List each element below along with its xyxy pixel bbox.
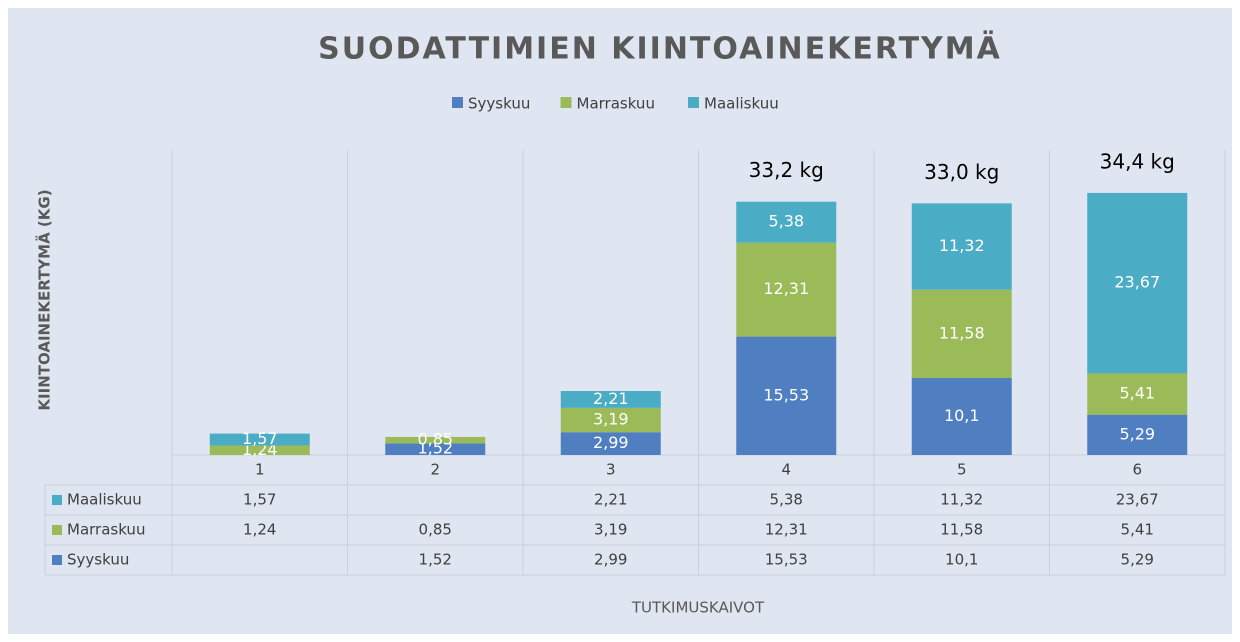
x-tick-label: 4 xyxy=(781,461,791,479)
data-label: 10,1 xyxy=(944,406,980,425)
legend-label: Maaliskuu xyxy=(704,95,779,113)
table-row-header: Marraskuu xyxy=(67,521,145,539)
table-legend-swatch xyxy=(52,525,62,535)
bar-segment xyxy=(1087,414,1188,455)
legend-swatch xyxy=(452,97,463,108)
data-label: 5,29 xyxy=(1119,424,1155,443)
table-cell: 1,57 xyxy=(243,491,276,509)
bar-segment xyxy=(560,391,661,408)
data-label: 1,52 xyxy=(417,439,453,458)
legend-swatch xyxy=(560,97,572,108)
table-cell: 11,32 xyxy=(940,491,983,509)
bar-segment xyxy=(736,336,837,455)
data-label: 5,38 xyxy=(768,212,804,231)
legend-label: Marraskuu xyxy=(577,95,655,113)
x-tick-label: 2 xyxy=(430,461,440,479)
table-cell: 5,41 xyxy=(1121,521,1154,539)
bar-segment xyxy=(911,377,1012,455)
data-label: 3,19 xyxy=(593,410,629,429)
legend-swatch xyxy=(688,97,699,108)
table-cell: 5,29 xyxy=(1121,551,1154,569)
x-tick-label: 3 xyxy=(606,461,616,479)
bar-segment xyxy=(385,436,486,444)
data-label: 2,99 xyxy=(593,433,629,452)
bar-segment xyxy=(209,445,310,455)
bar-segment xyxy=(209,433,310,446)
table-cell: 2,21 xyxy=(594,491,627,509)
table-cell: 23,67 xyxy=(1116,491,1159,509)
table-cell: 0,85 xyxy=(419,521,452,539)
x-axis-label: TUTKIMUSKAIVOT xyxy=(631,599,765,617)
data-label: 15,53 xyxy=(763,385,809,404)
total-label: 33,2 kg xyxy=(749,158,824,182)
data-label: 11,58 xyxy=(939,323,985,342)
legend-label: Syyskuu xyxy=(468,95,530,113)
table-cell: 10,1 xyxy=(945,551,978,569)
table-cell: 5,38 xyxy=(770,491,803,509)
data-label: 23,67 xyxy=(1114,273,1160,292)
bar-segment xyxy=(1087,192,1188,374)
bar-segment xyxy=(385,443,486,455)
table-legend-swatch xyxy=(52,555,62,565)
y-axis-label: KIINTOAINEKERTYMÄ (KG) xyxy=(35,189,54,410)
data-label: 1,57 xyxy=(242,429,278,448)
chart-background xyxy=(8,8,1232,634)
bar-segment xyxy=(911,203,1012,290)
table-row-header: Syyskuu xyxy=(67,551,129,569)
table-cell: 11,58 xyxy=(940,521,983,539)
bar-segment xyxy=(736,242,837,337)
bar-segment xyxy=(911,289,1012,378)
bar-segment xyxy=(1087,373,1188,415)
table-cell: 12,31 xyxy=(765,521,808,539)
table-cell: 3,19 xyxy=(594,521,627,539)
x-tick-label: 6 xyxy=(1132,461,1142,479)
bar-segment xyxy=(560,407,661,433)
bar-segment xyxy=(736,201,837,243)
table-cell: 2,99 xyxy=(594,551,627,569)
table-cell: 1,24 xyxy=(243,521,276,539)
x-tick-label: 5 xyxy=(957,461,967,479)
data-label: 11,32 xyxy=(939,236,985,255)
table-legend-swatch xyxy=(52,495,62,505)
data-label: 5,41 xyxy=(1119,384,1155,403)
total-label: 34,4 kg xyxy=(1100,149,1175,173)
table-cell: 15,53 xyxy=(765,551,808,569)
x-tick-label: 1 xyxy=(255,461,265,479)
data-label: 2,21 xyxy=(593,389,629,408)
data-label: 0,85 xyxy=(417,430,453,449)
table-cell: 1,52 xyxy=(419,551,452,569)
bar-segment xyxy=(560,432,661,455)
data-label: 12,31 xyxy=(763,279,809,298)
table-row-header: Maaliskuu xyxy=(67,491,142,509)
total-label: 33,0 kg xyxy=(924,160,999,184)
chart-title: SUODATTIMIEN KIINTOAINEKERTYMÄ xyxy=(318,31,1002,67)
